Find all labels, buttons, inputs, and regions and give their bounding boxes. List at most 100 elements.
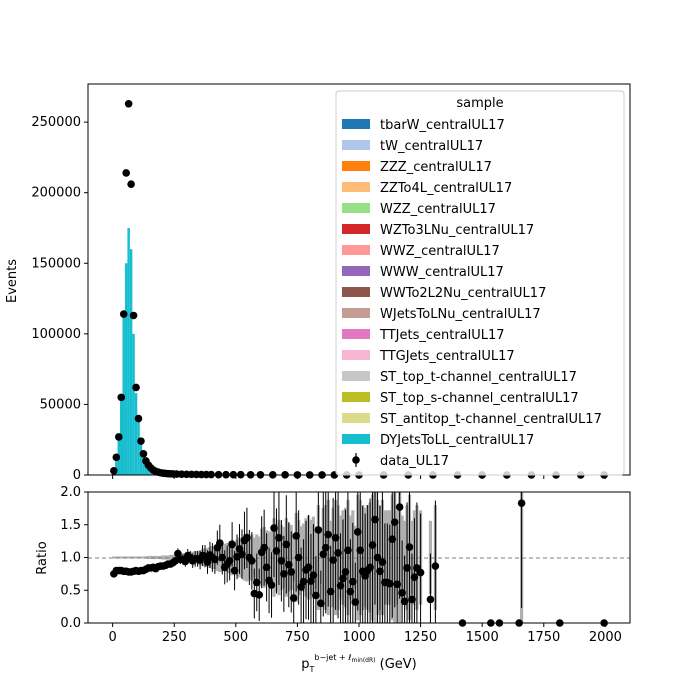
ratio-point	[339, 574, 347, 583]
main-y-ticks: 0 50000 100000 150000 200000 250000	[31, 115, 88, 483]
ratio-point	[309, 571, 318, 579]
legend-box	[335, 90, 625, 476]
legend-label: tbarW_centralUL17	[380, 118, 505, 133]
ratio-point	[408, 595, 416, 604]
legend-label: ZZZ_centralUL17	[380, 160, 492, 175]
ratio-x-tick-label: 1250	[404, 630, 437, 645]
ratio-point	[517, 499, 526, 507]
ratio-x-tick-label: 1000	[342, 630, 375, 645]
ratio-point	[317, 599, 325, 608]
ratio-point	[216, 539, 224, 547]
legend-swatch	[342, 182, 370, 192]
ratio-point	[371, 515, 379, 524]
ratio-point	[405, 543, 414, 551]
ratio-band-segment	[134, 556, 138, 559]
ratio-x-tick-label: 1500	[466, 630, 499, 645]
legend-swatch	[342, 329, 370, 339]
legend: sample tbarW_centralUL17 tW_centralUL17 ZZ…	[335, 90, 625, 476]
legend-swatch	[342, 266, 370, 276]
ratio-point	[289, 594, 298, 602]
ratio-band-segment	[112, 556, 116, 559]
legend-swatch	[342, 308, 370, 318]
ratio-point	[388, 535, 397, 543]
ratio-point	[366, 563, 374, 572]
legend-label: ST_antitop_t-channel_centralUL17	[380, 412, 602, 427]
ratio-point	[385, 579, 394, 588]
data-point	[124, 99, 133, 108]
ratio-point	[351, 598, 360, 606]
ratio-point	[376, 567, 384, 576]
ratio-y-tick-label: 1.0	[60, 551, 81, 566]
ratio-band-segment	[119, 556, 123, 559]
legend-title: sample	[456, 96, 503, 111]
data-point	[137, 437, 145, 445]
ratio-x-tick-label: 500	[223, 630, 248, 645]
ratio-point	[287, 568, 296, 576]
data-point	[119, 310, 128, 318]
mc-bar	[134, 393, 138, 475]
mc-bar	[124, 263, 128, 475]
ratio-point	[341, 568, 350, 576]
ratio-point	[398, 589, 406, 597]
xlabel-superscript-sub: min(dR)	[352, 657, 376, 664]
ratio-y-tick-label: 2.0	[60, 485, 81, 500]
ratio-point	[292, 532, 300, 540]
legend-swatch	[342, 434, 370, 444]
ratio-point	[262, 563, 271, 572]
ratio-point	[319, 550, 328, 559]
ratio-point	[329, 556, 337, 564]
ratio-point	[294, 553, 303, 562]
mc-bar	[132, 333, 135, 475]
main-y-axis-label: Events	[5, 259, 20, 303]
ratio-band-segment	[127, 556, 131, 559]
ratio-point	[260, 543, 268, 552]
ratio-band-segment	[161, 555, 165, 560]
data-point	[117, 393, 126, 402]
legend-label: WZZ_centralUL17	[380, 202, 496, 217]
legend-label: WWZ_centralUL17	[380, 244, 500, 259]
main-panel: 0 50000 100000 150000 200000 250000 Events sa…	[5, 83, 631, 483]
legend-label: WWW_centralUL17	[380, 265, 504, 280]
data-point	[127, 180, 135, 189]
ratio-point	[426, 595, 435, 604]
data-point	[134, 414, 143, 423]
ratio-point	[307, 577, 315, 585]
ratio-band-segment	[146, 555, 150, 560]
xlabel-unit: (GeV)	[376, 657, 417, 672]
data-point	[129, 311, 138, 320]
ratio-point	[410, 573, 419, 581]
data-point	[112, 453, 121, 462]
ratio-point	[280, 570, 288, 578]
data-point	[122, 169, 130, 177]
ratio-point	[228, 540, 236, 549]
ratio-band-segment	[154, 555, 158, 560]
main-y-tick-label: 0	[73, 468, 81, 483]
ratio-point	[324, 530, 333, 539]
legend-label: tW_centralUL17	[380, 139, 483, 154]
ratio-point	[314, 526, 323, 534]
ratio-data-points	[110, 492, 608, 627]
legend-label: ST_top_t-channel_centralUL17	[380, 370, 577, 385]
mc-bar	[144, 462, 148, 475]
legend-label: WWTo2L2Nu_centralUL17	[380, 286, 546, 301]
ratio-band-segment	[252, 537, 256, 578]
ratio-y-tick-label: 0.5	[60, 583, 81, 598]
main-y-tick-label: 200000	[31, 186, 81, 201]
main-y-tick-label: 150000	[31, 256, 81, 271]
ratio-x-tick-label: 1750	[527, 630, 560, 645]
xlabel-superscript: b−jet + ℓ	[314, 653, 351, 662]
legend-label: WZTo3LNu_centralUL17	[380, 223, 534, 238]
legend-swatch	[342, 140, 370, 150]
ratio-point	[270, 524, 278, 532]
ratio-point	[312, 591, 320, 600]
ratio-point	[255, 591, 264, 599]
ratio-panel: 0.0 0.5 1.0 1.5 2.0 0 250 500 750 1000 1250 1500 17…	[35, 485, 631, 674]
main-y-tick-label: 100000	[31, 327, 81, 342]
mc-bar	[127, 227, 130, 475]
mc-bar	[115, 456, 118, 475]
legend-label: ST_top_s-channel_centralUL17	[380, 391, 579, 406]
legend-swatch	[342, 224, 370, 234]
ratio-point	[334, 549, 342, 557]
ratio-point	[238, 550, 246, 559]
ratio-point	[218, 553, 227, 562]
